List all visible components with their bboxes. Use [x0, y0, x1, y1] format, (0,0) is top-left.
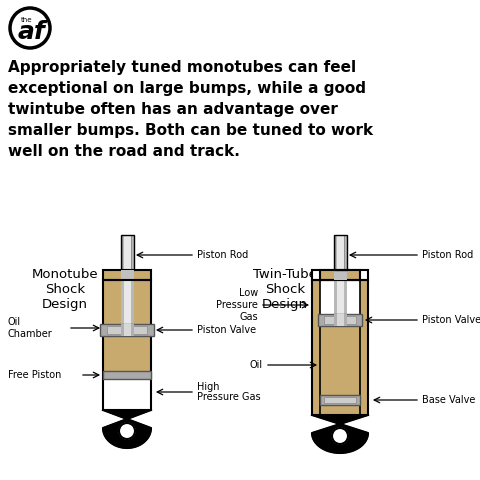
Bar	[337, 314, 344, 326]
Text: well on the road and track.: well on the road and track.	[8, 144, 240, 159]
Circle shape	[119, 423, 135, 439]
Bar	[103, 270, 151, 280]
Bar	[334, 280, 347, 315]
Bar	[334, 314, 347, 326]
Bar	[122, 235, 123, 270]
Text: twintube often has an advantage over: twintube often has an advantage over	[8, 102, 338, 117]
Bar	[312, 280, 368, 415]
Bar	[124, 324, 131, 336]
Bar	[124, 235, 131, 270]
Bar	[320, 280, 360, 315]
Bar	[335, 235, 336, 270]
Circle shape	[332, 428, 348, 444]
Bar	[320, 280, 360, 415]
Bar	[337, 235, 344, 270]
Text: Oil
Chamber: Oil Chamber	[8, 317, 53, 339]
Text: Piston Valve: Piston Valve	[422, 315, 480, 325]
Bar	[320, 395, 360, 405]
Bar	[334, 235, 347, 270]
Bar	[360, 280, 368, 315]
Bar	[312, 280, 368, 415]
Bar	[337, 280, 344, 315]
Text: Low
Pressure
Gas: Low Pressure Gas	[216, 288, 258, 323]
Bar	[103, 280, 151, 375]
Text: Base Valve: Base Valve	[422, 395, 475, 405]
Bar	[334, 235, 347, 270]
Bar	[121, 235, 134, 270]
Text: Appropriately tuned monotubes can feel: Appropriately tuned monotubes can feel	[8, 60, 356, 75]
Bar	[320, 270, 360, 280]
Bar	[324, 316, 356, 324]
Text: Monotube
Shock
Design: Monotube Shock Design	[32, 268, 98, 311]
Bar	[103, 375, 151, 410]
Text: Oil: Oil	[250, 360, 263, 370]
Bar	[107, 326, 147, 334]
Bar	[344, 235, 345, 270]
Text: Piston Valve: Piston Valve	[197, 325, 256, 335]
Bar	[121, 324, 134, 336]
Text: af: af	[17, 20, 45, 44]
Text: the: the	[21, 17, 33, 23]
Text: smaller bumps. Both can be tuned to work: smaller bumps. Both can be tuned to work	[8, 123, 373, 138]
Polygon shape	[103, 410, 151, 448]
Text: Twin-Tube
Shock
Design: Twin-Tube Shock Design	[253, 268, 317, 311]
Bar	[124, 280, 131, 325]
Bar	[121, 270, 134, 280]
Text: Piston Rod: Piston Rod	[422, 250, 473, 260]
Text: exceptional on large bumps, while a good: exceptional on large bumps, while a good	[8, 81, 366, 96]
Bar	[312, 280, 320, 415]
Bar	[360, 280, 368, 415]
Text: High: High	[197, 382, 219, 392]
Text: Pressure Gas: Pressure Gas	[197, 392, 261, 402]
Polygon shape	[312, 415, 368, 453]
Bar	[121, 280, 134, 325]
Bar	[312, 280, 320, 315]
Text: Free Piston: Free Piston	[8, 370, 61, 380]
Bar	[324, 397, 356, 403]
Bar	[334, 270, 347, 280]
Bar	[103, 280, 151, 410]
Bar	[312, 270, 368, 280]
Text: Piston Rod: Piston Rod	[197, 250, 248, 260]
Bar	[121, 235, 134, 270]
Bar	[318, 314, 362, 326]
Bar	[320, 280, 360, 415]
Bar	[100, 324, 154, 336]
Bar	[103, 371, 151, 379]
Bar	[131, 235, 132, 270]
